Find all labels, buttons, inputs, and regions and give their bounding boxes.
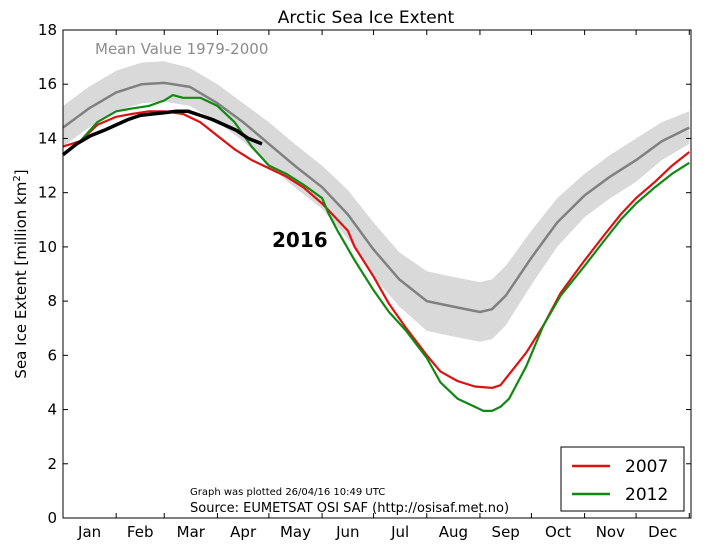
- y-axis-label-sup: 2: [12, 175, 23, 181]
- y-tick-label: 2: [47, 455, 57, 473]
- plotted-timestamp: Graph was plotted 26/04/16 10:49 UTC: [190, 487, 385, 498]
- x-tick-label: Jun: [335, 523, 359, 541]
- x-tick-label: Dec: [648, 523, 677, 541]
- plot-frame: [62, 29, 692, 519]
- x-tick-label: Sep: [492, 523, 520, 541]
- mean-range-band-layer: [62, 61, 690, 342]
- x-tick-label: Feb: [127, 523, 154, 541]
- y-axis-label-main: Sea Ice Extent [million km: [12, 182, 30, 379]
- mean-range-band: [63, 61, 690, 342]
- y-tick-label: 10: [38, 238, 57, 256]
- series-line-2012: [62, 94, 690, 412]
- x-tick-label: Mar: [177, 523, 206, 541]
- y-tick-label: 8: [47, 292, 57, 310]
- legend-label-2012: 2012: [625, 485, 668, 505]
- y-tick-label: 6: [47, 346, 57, 364]
- axis-layer: 0 2 4 6 8 10 12 14 16 18 Jan Feb Mar Apr May Jun Jul Aug S…: [38, 21, 691, 541]
- x-tick-label: Jan: [77, 523, 101, 541]
- x-tick-label: Aug: [439, 523, 468, 541]
- y-tick-label: 16: [38, 75, 57, 93]
- x-tick-label: Apr: [230, 523, 257, 541]
- y-tick-label: 14: [38, 129, 57, 147]
- series-layer: [61, 94, 690, 412]
- mean-line: [62, 81, 690, 314]
- chart-title: Arctic Sea Ice Extent: [278, 8, 455, 28]
- source-note: Source: EUMETSAT OSI SAF (http://osisaf.…: [190, 501, 509, 516]
- legend: 2007 2012: [560, 446, 685, 512]
- x-tick-label: Oct: [545, 523, 571, 541]
- legend-box: [560, 446, 685, 512]
- y-axis-label: Sea Ice Extent [million km2]: [12, 169, 30, 378]
- y-tick-label: 18: [38, 21, 57, 39]
- series-line-2016: [61, 109, 263, 157]
- x-tick-label: Jul: [390, 523, 409, 541]
- x-tick-label: Nov: [596, 523, 625, 541]
- y-tick-label: 4: [47, 401, 57, 419]
- y-tick-label: 12: [38, 184, 57, 202]
- y-axis-label-end: ]: [12, 169, 30, 175]
- mean-value-label: Mean Value 1979-2000: [95, 40, 268, 58]
- legend-label-2007: 2007: [625, 457, 668, 477]
- y-tick-label: 0: [47, 509, 57, 527]
- x-tick-label: May: [280, 523, 311, 541]
- year-2016-label: 2016: [272, 228, 328, 252]
